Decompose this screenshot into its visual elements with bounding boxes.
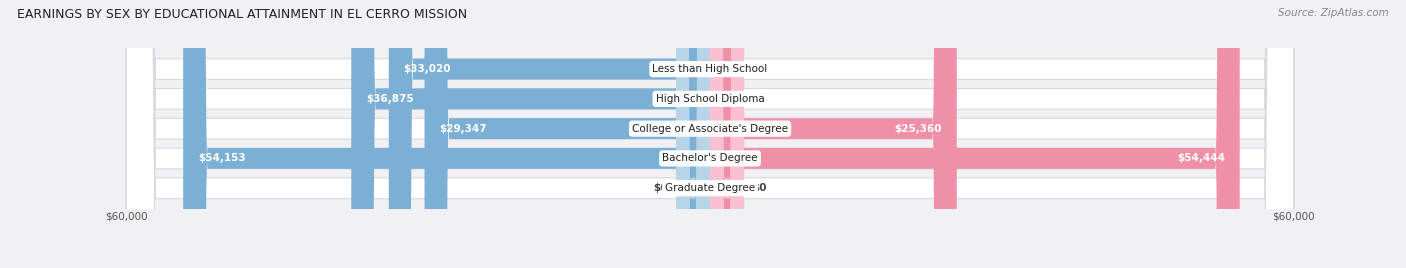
FancyBboxPatch shape (710, 0, 1240, 268)
FancyBboxPatch shape (127, 0, 1294, 268)
Text: $54,444: $54,444 (1177, 153, 1225, 163)
Text: Bachelor's Degree: Bachelor's Degree (662, 153, 758, 163)
FancyBboxPatch shape (710, 0, 744, 268)
FancyBboxPatch shape (127, 0, 1294, 268)
FancyBboxPatch shape (127, 0, 1294, 268)
Text: $0: $0 (752, 64, 766, 74)
FancyBboxPatch shape (352, 0, 710, 268)
Text: $54,153: $54,153 (198, 153, 246, 163)
FancyBboxPatch shape (127, 0, 1294, 268)
FancyBboxPatch shape (710, 0, 744, 268)
Text: $0: $0 (654, 183, 668, 193)
Text: College or Associate's Degree: College or Associate's Degree (633, 124, 787, 134)
Text: Graduate Degree: Graduate Degree (665, 183, 755, 193)
Text: $25,360: $25,360 (894, 124, 942, 134)
Text: High School Diploma: High School Diploma (655, 94, 765, 104)
FancyBboxPatch shape (676, 0, 710, 268)
Text: $0: $0 (752, 94, 766, 104)
Text: $33,020: $33,020 (404, 64, 451, 74)
Text: Less than High School: Less than High School (652, 64, 768, 74)
Text: $0: $0 (752, 183, 766, 193)
Text: $36,875: $36,875 (366, 94, 413, 104)
Text: $29,347: $29,347 (439, 124, 486, 134)
FancyBboxPatch shape (389, 0, 710, 268)
FancyBboxPatch shape (127, 0, 1294, 268)
FancyBboxPatch shape (710, 0, 956, 268)
Text: EARNINGS BY SEX BY EDUCATIONAL ATTAINMENT IN EL CERRO MISSION: EARNINGS BY SEX BY EDUCATIONAL ATTAINMEN… (17, 8, 467, 21)
Text: Source: ZipAtlas.com: Source: ZipAtlas.com (1278, 8, 1389, 18)
FancyBboxPatch shape (183, 0, 710, 268)
FancyBboxPatch shape (425, 0, 710, 268)
FancyBboxPatch shape (710, 0, 744, 268)
